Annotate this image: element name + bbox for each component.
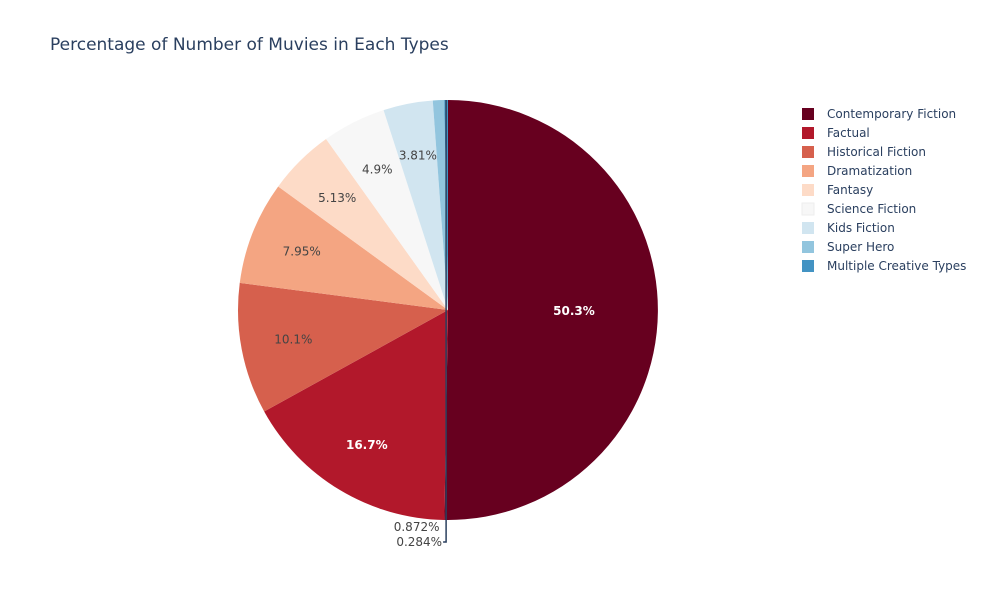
slice-label-dramatization: 7.95%: [283, 245, 321, 259]
legend-label: Historical Fiction: [827, 145, 926, 159]
pie-slice-science-fiction[interactable]: [326, 110, 448, 310]
legend-label: Factual: [827, 126, 870, 140]
slice-label-kids-fiction: 3.81%: [399, 148, 437, 162]
legend-swatch: [801, 202, 815, 216]
legend: Contemporary Fiction Factual Historical Fi…: [801, 107, 966, 273]
legend-swatch: [802, 108, 814, 120]
legend-item-fantasy[interactable]: Fantasy: [802, 183, 873, 197]
legend-label: Super Hero: [827, 240, 894, 254]
slice-label-factual: 16.7%: [346, 438, 388, 452]
legend-label: Multiple Creative Types: [827, 259, 966, 273]
pie-slice-historical-fiction[interactable]: [237, 282, 448, 412]
legend-swatch: [802, 222, 814, 234]
legend-label: Contemporary Fiction: [827, 107, 956, 121]
legend-item-factual[interactable]: Factual: [802, 126, 870, 140]
legend-label: Fantasy: [827, 183, 873, 197]
legend-item-historical-fiction[interactable]: Historical Fiction: [802, 145, 926, 159]
legend-swatch: [802, 260, 814, 272]
legend-swatch: [802, 165, 814, 177]
pie-labels: 50.3% 16.7% 10.1% 7.95% 5.13% 4.9% 3.81% 0.872%…: [274, 100, 595, 549]
legend-swatch: [802, 184, 814, 196]
pie-slice-dramatization[interactable]: [239, 186, 448, 310]
legend-label: Science Fiction: [827, 202, 916, 216]
legend-item-science-fiction[interactable]: Science Fiction: [801, 202, 916, 216]
pie-slice-factual[interactable]: [264, 310, 448, 520]
legend-swatch: [802, 241, 814, 253]
legend-item-dramatization[interactable]: Dramatization: [802, 164, 912, 178]
legend-label: Kids Fiction: [827, 221, 895, 235]
legend-item-contemporary-fiction[interactable]: Contemporary Fiction: [802, 107, 956, 121]
slice-label-science-fiction: 4.9%: [362, 162, 393, 176]
slice-label-super-hero: 0.872%: [394, 520, 440, 534]
legend-item-super-hero[interactable]: Super Hero: [802, 240, 894, 254]
slice-label-contemporary-fiction: 50.3%: [553, 304, 595, 318]
chart-title: Percentage of Number of Muvies in Each T…: [50, 35, 449, 55]
slice-label-fantasy: 5.13%: [318, 191, 356, 205]
pie-slice-fantasy[interactable]: [278, 139, 448, 310]
slice-label-multiple-creative-types: 0.284%: [396, 535, 442, 549]
pie-slice-contemporary-fiction[interactable]: [444, 100, 658, 520]
leader-line-multiple-creative-types: [443, 100, 447, 543]
slice-label-historical-fiction: 10.1%: [274, 332, 312, 346]
pie-slice-kids-fiction[interactable]: [383, 100, 448, 310]
legend-label: Dramatization: [827, 164, 912, 178]
legend-item-kids-fiction[interactable]: Kids Fiction: [802, 221, 895, 235]
pie-slices: [237, 99, 658, 520]
legend-swatch: [802, 146, 814, 158]
legend-item-multiple-creative-types[interactable]: Multiple Creative Types: [802, 259, 966, 273]
pie-slice-super-hero[interactable]: [432, 100, 448, 310]
legend-swatch: [802, 127, 814, 139]
